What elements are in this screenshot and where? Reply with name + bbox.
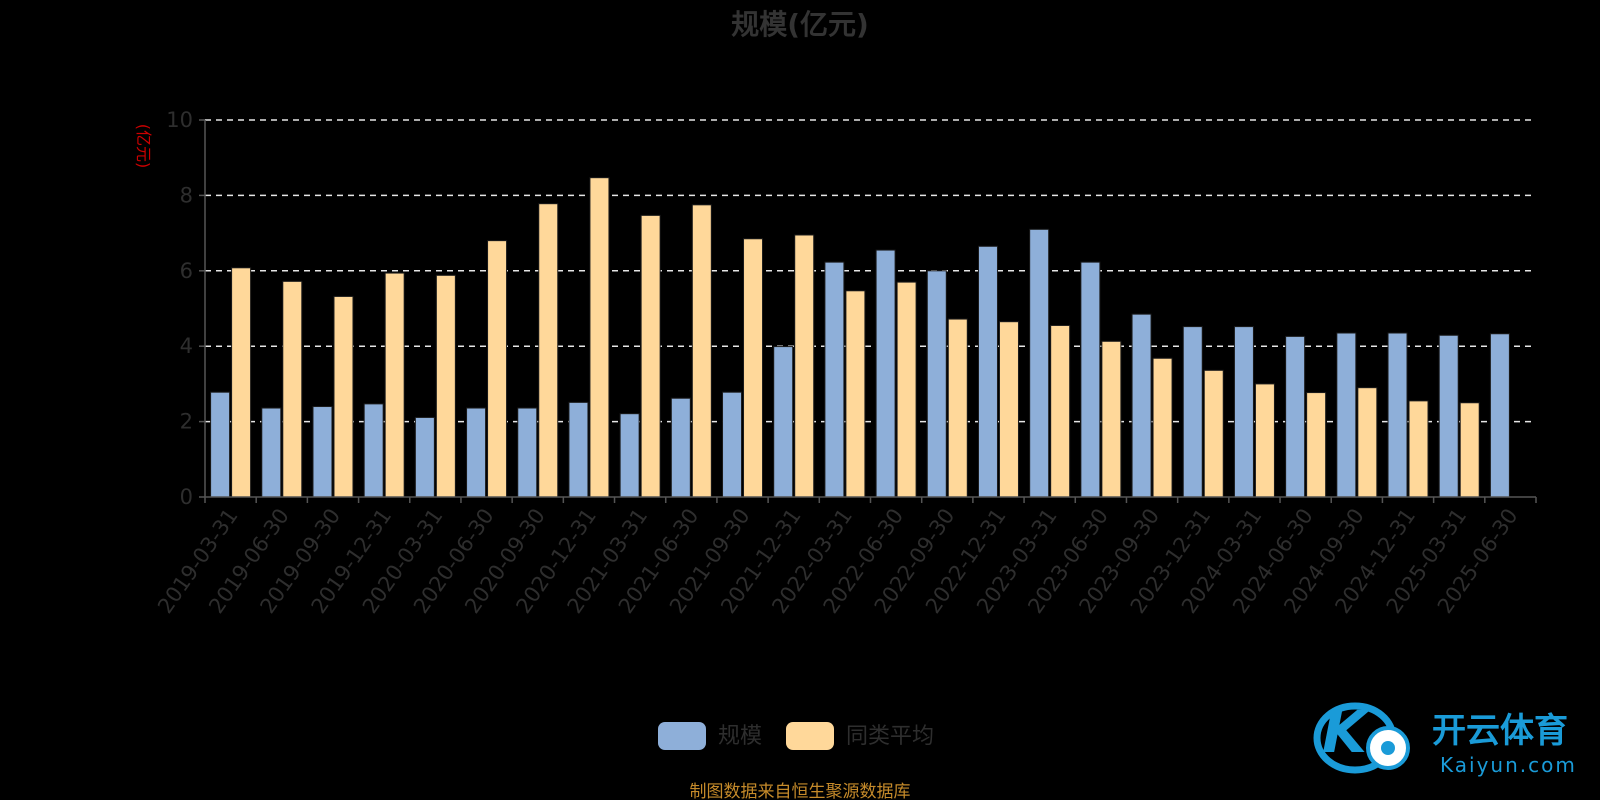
bar-peer-average — [691, 204, 712, 498]
bar-scale — [875, 249, 896, 498]
bar-scale — [1029, 228, 1050, 498]
y-tick-label: 2 — [180, 410, 193, 434]
bar-scale — [824, 261, 845, 498]
bar-scale — [977, 245, 998, 498]
logo-sub-text: Kaiyun.com — [1440, 753, 1577, 777]
bar-peer-average — [1101, 340, 1122, 498]
watermark-logo: K 开云体育 Kaiyun.com — [1313, 698, 1577, 777]
bar-scale — [619, 413, 640, 498]
bar-peer-average — [845, 290, 866, 498]
bar-peer-average — [435, 274, 456, 498]
bar-peer-average — [743, 238, 764, 498]
bar-scale — [363, 403, 384, 498]
bar-scale — [414, 416, 435, 498]
bar-peer-average — [640, 214, 661, 498]
legend-swatch — [658, 722, 706, 750]
x-ticks: 2019-03-312019-06-302019-09-302019-12-31… — [153, 504, 1522, 618]
bar-scale — [1233, 326, 1254, 498]
bar-peer-average — [1306, 392, 1327, 498]
legend-swatch — [786, 722, 834, 750]
bar-scale — [1080, 261, 1101, 498]
source-note: 制图数据来自恒生聚源数据库 — [690, 782, 911, 800]
bar-peer-average — [1050, 324, 1071, 498]
y-tick-label: 8 — [180, 183, 193, 207]
soccer-ball-patch — [1381, 741, 1395, 755]
bar-peer-average — [1203, 369, 1224, 498]
bar-peer-average — [998, 321, 1019, 498]
bar-peer-average — [1357, 387, 1378, 498]
logo-main-text: 开云体育 — [1432, 711, 1568, 751]
bar-scale — [466, 407, 487, 498]
y-tick-label: 4 — [180, 334, 193, 358]
bar-scale — [926, 270, 947, 498]
bar-peer-average — [487, 240, 508, 498]
bar-peer-average — [231, 267, 252, 498]
bar-scale — [517, 407, 538, 498]
bar-scale — [1438, 334, 1459, 498]
legend-label: 同类平均 — [846, 724, 934, 749]
legend: 规模 同类平均 — [658, 722, 934, 750]
bar-peer-average — [947, 318, 968, 498]
bar-peer-average — [1254, 383, 1275, 498]
bar-scale — [722, 391, 743, 498]
bar-scale — [261, 407, 282, 498]
bar-peer-average — [1408, 400, 1429, 498]
bars — [210, 177, 1510, 498]
bar-scale — [1387, 332, 1408, 498]
bar-peer-average — [282, 280, 303, 498]
bar-peer-average — [1152, 357, 1173, 498]
bar-peer-average — [589, 177, 610, 498]
bar-scale — [1285, 335, 1306, 498]
y-tick-label: 10 — [166, 108, 193, 132]
bar-scale — [312, 406, 333, 498]
y-tick-label: 0 — [180, 485, 193, 509]
bar-peer-average — [384, 272, 405, 498]
bar-peer-average — [794, 234, 815, 498]
y-axis-label: (亿元) — [134, 124, 153, 169]
bar-peer-average — [538, 203, 559, 498]
bar-peer-average — [333, 295, 354, 498]
bar-scale — [568, 401, 589, 498]
bar-scale — [1131, 313, 1152, 498]
bar-scale — [1336, 332, 1357, 498]
bar-scale — [670, 397, 691, 498]
bar-scale — [773, 346, 794, 498]
bar-scale — [1182, 326, 1203, 498]
legend-label: 规模 — [718, 724, 762, 749]
axes — [199, 119, 1537, 503]
bar-peer-average — [1459, 402, 1480, 498]
y-ticks: 0 2 4 6 8 10 — [166, 108, 193, 509]
y-tick-label: 6 — [180, 259, 193, 283]
bar-peer-average — [896, 281, 917, 498]
bar-scale — [210, 391, 231, 498]
logo-letter: K — [1322, 698, 1371, 766]
bar-scale — [1489, 333, 1510, 498]
chart-title: 规模(亿元) — [731, 8, 869, 41]
